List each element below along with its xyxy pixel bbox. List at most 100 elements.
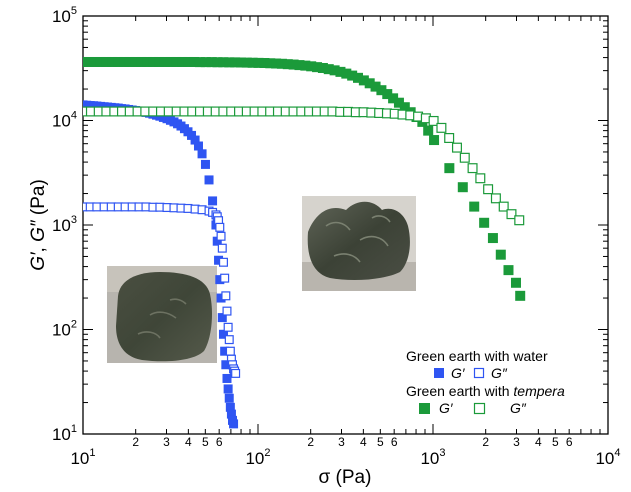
data-point-tempera-Gp <box>323 64 334 75</box>
data-point-tempera-Gp <box>259 58 270 69</box>
legend-title-tempera-prefix: Green earth with <box>406 383 513 399</box>
data-point-water-Gp <box>222 373 232 383</box>
y-tick-label: 102 <box>52 319 77 340</box>
data-point-tempera-Gp <box>429 135 440 146</box>
data-point-tempera-Gpp <box>459 152 470 163</box>
data-point-water-Gp <box>190 135 200 145</box>
data-point-tempera-Gp <box>101 56 112 67</box>
data-point-tempera-Gp <box>194 57 205 68</box>
data-point-water-Gp <box>224 393 234 403</box>
data-point-tempera-Gpp <box>451 142 462 153</box>
legend-title-water: Green earth with water <box>406 348 548 364</box>
y-tick-label: 105 <box>52 5 77 26</box>
data-point-tempera-Gp <box>253 57 264 68</box>
data-point-tempera-Gp <box>388 93 399 104</box>
data-point-tempera-Gp <box>218 57 229 68</box>
data-point-tempera-Gp <box>399 102 410 113</box>
data-point-water-Gp <box>216 293 226 303</box>
data-point-water-Gp <box>197 149 207 159</box>
data-point-tempera-Gp <box>124 56 135 67</box>
data-point-tempera-Gpp <box>498 201 509 212</box>
data-point-tempera-Gpp <box>467 163 478 174</box>
data-point-tempera-Gp <box>444 163 455 174</box>
data-point-water-Gpp <box>218 257 228 267</box>
y-tick-label: 103 <box>52 214 77 235</box>
data-point-tempera-Gp <box>247 57 258 68</box>
data-point-tempera-Gpp <box>428 115 439 126</box>
data-point-water-Gp <box>187 130 197 140</box>
data-markers <box>83 56 526 429</box>
data-point-water-Gpp <box>217 243 227 253</box>
legend-label-water-gp: G′ <box>451 365 466 381</box>
x-minor-tick-label: 2 <box>482 435 489 449</box>
data-point-tempera-Gpp <box>444 133 455 144</box>
data-point-tempera-Gp <box>469 201 480 212</box>
data-point-water-Gp <box>215 275 225 285</box>
x-tick-label: 103 <box>420 447 445 468</box>
legend-marker-tempera-gpp <box>473 402 486 415</box>
data-point-tempera-Gp <box>230 57 241 68</box>
data-point-tempera-Gp <box>165 56 176 67</box>
data-point-water-Gp <box>223 384 233 394</box>
data-point-water-Gp <box>220 346 230 356</box>
data-point-tempera-Gpp <box>490 193 501 204</box>
data-point-tempera-Gp <box>457 182 468 193</box>
inset-photo-water <box>107 266 217 363</box>
data-point-tempera-Gp <box>487 233 498 244</box>
legend-marker-water-gp <box>434 368 444 378</box>
x-minor-tick-label: 3 <box>338 435 345 449</box>
data-point-tempera-Gp <box>119 56 130 67</box>
data-point-water-Gpp <box>231 368 241 378</box>
y-axis-title-sep: , <box>28 242 49 253</box>
data-point-water-Gpp <box>216 231 226 241</box>
data-point-water-Gp <box>217 313 227 323</box>
data-point-tempera-Gp <box>206 57 217 68</box>
legend-label-water-gpp: G″ <box>491 365 508 381</box>
data-point-tempera-Gp <box>364 78 375 89</box>
data-point-tempera-Gp <box>142 56 153 67</box>
data-point-tempera-Gpp <box>475 173 486 184</box>
data-point-tempera-Gp <box>212 57 223 68</box>
legend-label-tempera-gpp: G″ <box>510 400 527 416</box>
data-point-tempera-Gpp <box>483 184 494 195</box>
data-point-water-Gp <box>208 196 218 206</box>
data-point-tempera-Gp <box>376 85 387 96</box>
data-point-tempera-Gp <box>341 68 352 79</box>
legend-label-tempera-gp: G′ <box>439 400 454 416</box>
data-point-water-Gpp <box>83 202 88 212</box>
x-tick-label: 101 <box>70 447 95 468</box>
data-point-tempera-Gp <box>183 56 194 67</box>
x-tick-label: 104 <box>595 447 620 468</box>
data-point-tempera-Gp <box>200 57 211 68</box>
data-point-tempera-Gp <box>271 58 282 69</box>
data-point-water-Gp <box>204 175 214 185</box>
data-point-tempera-Gp <box>503 265 514 276</box>
data-point-water-Gp <box>214 255 224 265</box>
data-point-water-Gpp <box>225 346 235 356</box>
legend-title-tempera: Green earth with tempera <box>406 383 565 399</box>
data-point-tempera-Gp <box>265 58 276 69</box>
data-point-water-Gp <box>229 419 239 429</box>
data-point-tempera-Gp <box>317 62 328 73</box>
x-tick-label: 102 <box>245 447 270 468</box>
data-point-tempera-Gp <box>83 56 94 67</box>
data-point-tempera-Gp <box>282 59 293 70</box>
data-point-tempera-Gp <box>510 277 521 288</box>
data-point-tempera-Gp <box>130 56 141 67</box>
data-point-tempera-Gp <box>300 60 311 71</box>
data-point-water-Gp <box>212 236 222 246</box>
data-point-water-Gp <box>200 159 210 169</box>
data-point-water-Gpp <box>223 322 233 332</box>
data-point-tempera-Gp <box>89 56 100 67</box>
x-minor-tick-label: 4 <box>360 435 367 449</box>
y-tick-label: 104 <box>52 110 77 131</box>
data-point-tempera-Gp <box>312 62 323 73</box>
inset-photo-tempera <box>302 196 416 291</box>
data-point-water-Gpp <box>215 222 225 232</box>
x-minor-tick-label: 6 <box>391 435 398 449</box>
data-point-tempera-Gp <box>306 61 317 72</box>
data-point-tempera-Gp <box>370 81 381 92</box>
x-minor-tick-label: 5 <box>377 435 384 449</box>
legend-marker-water-gpp <box>473 367 485 379</box>
data-point-water-Gpp <box>222 306 232 316</box>
